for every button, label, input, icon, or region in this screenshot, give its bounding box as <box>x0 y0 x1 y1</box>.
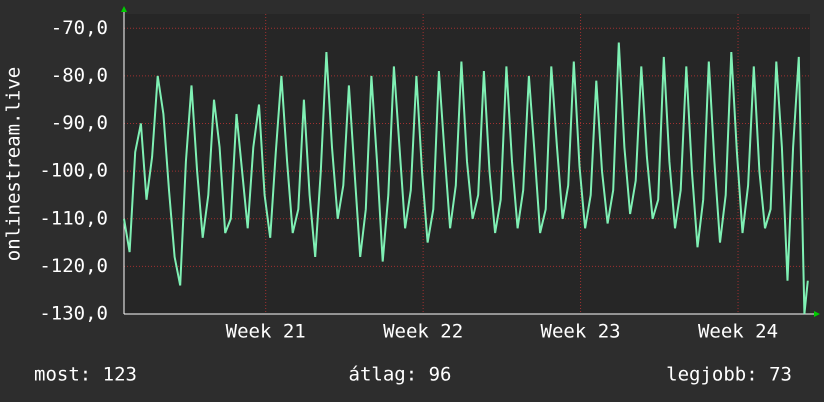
footer-best: legjobb: 73 <box>666 364 792 386</box>
y-tick-label: -70,0 <box>51 17 108 39</box>
x-tick-label: Week 22 <box>383 321 463 343</box>
footer-current: most: 123 <box>34 364 137 386</box>
y-axis-arrow <box>121 6 127 12</box>
x-tick-label: Week 23 <box>541 321 621 343</box>
data-line <box>123 42 809 315</box>
y-tick-label: -120,0 <box>39 255 108 277</box>
x-tick-label: Week 24 <box>698 321 778 343</box>
y-axis-label: onlinestream.live <box>3 67 25 261</box>
y-tick-label: -100,0 <box>39 160 108 182</box>
y-tick-label: -130,0 <box>39 303 108 325</box>
footer-average: átlag: 96 <box>349 364 452 386</box>
y-tick-label: -110,0 <box>39 207 108 229</box>
x-tick-label: Week 21 <box>226 321 306 343</box>
x-axis-arrow <box>814 311 820 317</box>
y-tick-label: -90,0 <box>51 112 108 134</box>
y-tick-label: -80,0 <box>51 64 108 86</box>
